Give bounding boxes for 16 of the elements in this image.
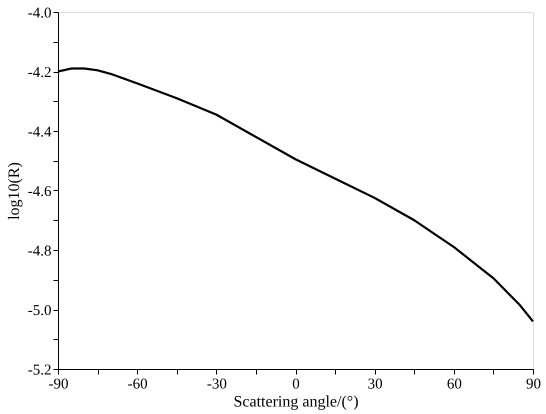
x-tick-label: 90 — [526, 376, 541, 392]
x-axis-title: Scattering angle/(°) — [233, 394, 359, 410]
y-tick-label: -4.8 — [28, 244, 52, 260]
x-tick-label: 0 — [292, 376, 300, 392]
y-axis-title: log10(R) — [6, 162, 23, 220]
y-tick-label: -5.2 — [28, 362, 52, 378]
y-tick-label: -4.4 — [28, 124, 52, 140]
x-tick-label: -60 — [128, 376, 148, 392]
y-tick-label: -5.0 — [28, 303, 52, 319]
y-tick-label: -4.0 — [28, 6, 52, 22]
y-tick-label: -4.6 — [28, 184, 52, 200]
x-tick-label: -30 — [206, 376, 227, 392]
x-tick-label: -90 — [48, 376, 68, 392]
y-tick-label: -4.2 — [28, 65, 52, 81]
x-tick-label: 60 — [446, 376, 462, 392]
x-tick-label: 30 — [368, 376, 383, 392]
